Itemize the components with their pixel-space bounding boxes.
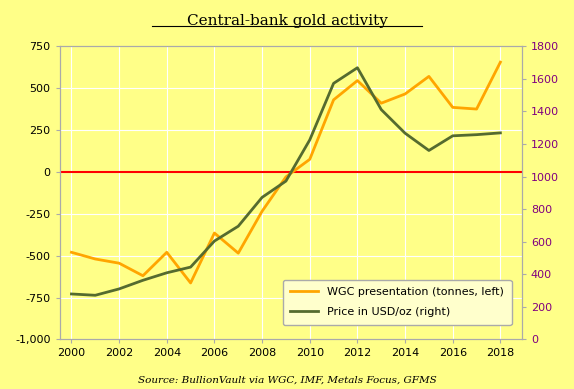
Text: Source: BullionVault via WGC, IMF, Metals Focus, GFMS: Source: BullionVault via WGC, IMF, Metal… — [138, 376, 436, 385]
Text: Central-bank gold activity: Central-bank gold activity — [187, 14, 387, 28]
Legend: WGC presentation (tonnes, left), Price in USD/oz (right): WGC presentation (tonnes, left), Price i… — [282, 280, 511, 325]
